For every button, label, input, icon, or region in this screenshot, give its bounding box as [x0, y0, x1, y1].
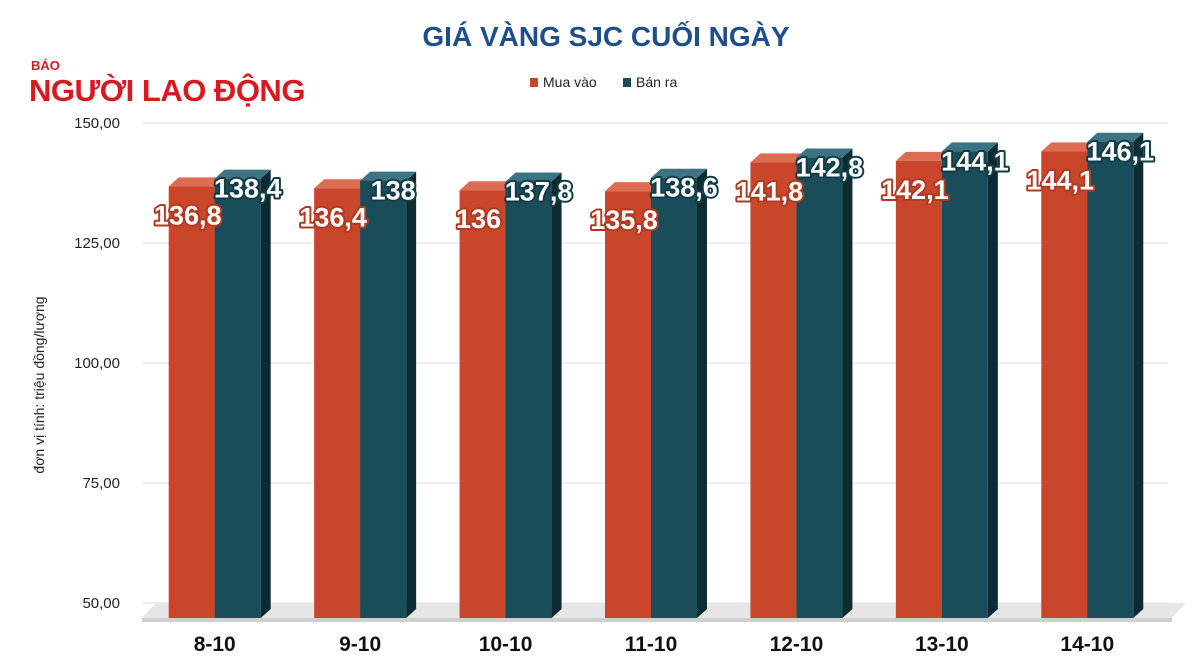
bar-front [1041, 151, 1088, 618]
bar-front [941, 151, 988, 618]
data-label-sell: 144,1 [941, 146, 1009, 176]
bar-sell [214, 169, 271, 618]
legend-item-buy: Mua vào [530, 74, 597, 90]
bar-buy [459, 181, 516, 618]
bar-sell [360, 171, 417, 618]
bar-side [406, 171, 417, 618]
category-labels: 8-10 9-10 10-10 11-10 12-10 13-10 14-10 [194, 633, 1114, 656]
legend-label: Mua vào [543, 74, 597, 90]
x-tick-label: 13-10 [915, 633, 969, 656]
data-label-buy: 141,8 [736, 176, 804, 206]
logo-small-text: BÁO [31, 58, 60, 73]
bar-front [168, 186, 215, 619]
data-label-buy: 136 [456, 204, 501, 234]
data-label-sell: 138,4 [214, 174, 282, 204]
y-axis-label: đơn vị tính: triệu đồng/lượng [31, 296, 47, 473]
bar-front [1087, 141, 1134, 618]
data-label-buy: 136,8 [154, 200, 222, 230]
data-label-buy: 142,1 [881, 175, 949, 205]
legend-swatch [530, 78, 538, 87]
y-tick-label: 150,00 [74, 115, 120, 132]
data-label-sell: 146,1 [1086, 137, 1154, 167]
bar-side [987, 142, 998, 618]
bar-side [1133, 132, 1144, 618]
bar-top [459, 181, 516, 191]
y-tick-label: 75,00 [82, 475, 120, 492]
bar-top [1087, 132, 1144, 142]
bar-top [168, 177, 225, 187]
bar-sell [796, 148, 853, 618]
bar-side [697, 168, 707, 618]
legend-item-sell: Bán ra [623, 74, 677, 90]
legend: Mua vào Bán ra [530, 74, 677, 90]
bar-top [360, 171, 417, 181]
bar-top [941, 142, 998, 152]
bar-front [314, 188, 361, 618]
y-tick-label: 50,00 [82, 595, 120, 612]
bar-top [605, 182, 661, 192]
data-label-sell: 142,8 [796, 153, 864, 183]
bars [168, 132, 1144, 619]
legend-swatch [623, 78, 631, 87]
data-label-buy: 136,4 [299, 202, 367, 232]
bar-top [314, 179, 371, 189]
bar-front [895, 160, 942, 619]
bar-side [260, 169, 271, 618]
bar-top [796, 148, 853, 158]
bar-top [750, 153, 807, 163]
data-label-buy: 135,8 [590, 205, 658, 235]
bar-top [651, 168, 707, 178]
legend-label: Bán ra [636, 74, 677, 90]
bar-side [551, 172, 562, 618]
y-tick-label: 100,00 [74, 355, 120, 372]
floor-edge [142, 618, 1172, 622]
x-tick-label: 12-10 [770, 633, 824, 656]
newspaper-logo: BÁO NGƯỜI LAO ĐỘNG [29, 58, 305, 108]
y-tick-label: 125,00 [74, 235, 120, 252]
x-tick-label: 9-10 [339, 633, 381, 656]
bar-front [459, 190, 506, 618]
logo-big-text: NGƯỜI LAO ĐỘNG [29, 72, 305, 108]
bar-front [651, 177, 697, 618]
bar-front [796, 157, 843, 618]
bar-front [750, 162, 797, 619]
bar-front [505, 181, 552, 618]
x-tick-label: 14-10 [1060, 633, 1114, 656]
bar-front [214, 178, 261, 618]
bar-top [1041, 142, 1098, 152]
bar-sell [1087, 132, 1144, 618]
data-label-sell: 138 [371, 176, 416, 206]
bar-front [605, 191, 651, 618]
bar-sell [941, 142, 998, 618]
data-label-buy: 144,1 [1026, 165, 1094, 195]
bar-side [842, 148, 853, 618]
bar-sell [505, 172, 562, 618]
x-tick-label: 8-10 [194, 633, 236, 656]
data-label-sell: 137,8 [505, 177, 573, 207]
data-label-sell: 138,6 [650, 173, 718, 203]
bar-top [214, 169, 271, 179]
bar-front [360, 180, 407, 618]
bar-top [895, 151, 952, 161]
bar-top [505, 172, 562, 182]
bar-sell [651, 168, 707, 618]
x-tick-label: 10-10 [479, 633, 533, 656]
chart-title: GIÁ VÀNG SJC CUỐI NGÀY [422, 20, 789, 52]
x-tick-label: 11-10 [625, 633, 678, 656]
